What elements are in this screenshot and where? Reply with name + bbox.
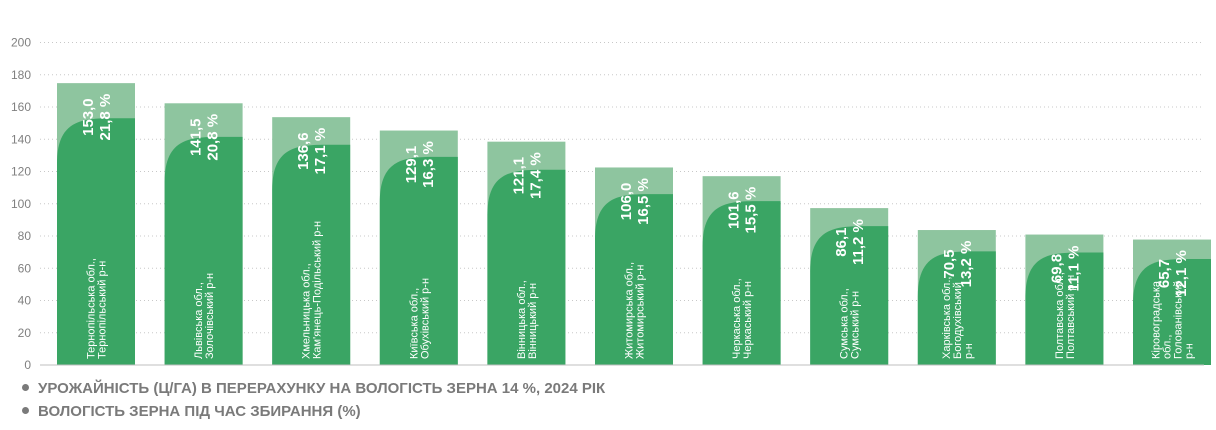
legend-bullet xyxy=(22,383,29,391)
x-category-line: Житомирська обл., xyxy=(624,262,636,359)
yield-bar xyxy=(164,136,243,365)
legend-item-yield: УРОЖАЙНІСТЬ (Ц/ГА) В ПЕРЕРАХУНКУ НА ВОЛО… xyxy=(22,380,605,397)
data-label: 69,811,1 % xyxy=(1048,246,1082,292)
x-category-line: Обухівський р-н xyxy=(419,278,431,359)
x-category-line: Вінницька обл., xyxy=(516,280,528,359)
x-category-line: Тернопільський р-н xyxy=(97,261,109,359)
x-category-line: обл., xyxy=(1162,335,1174,359)
y-tick-label: 20 xyxy=(18,326,32,340)
data-label: 70,513,2 % xyxy=(941,241,975,288)
y-tick-label: 0 xyxy=(24,358,31,372)
legend-label-yield: УРОЖАЙНІСТЬ (Ц/ГА) В ПЕРЕРАХУНКУ НА ВОЛО… xyxy=(38,380,606,397)
legend-item-moisture: ВОЛОГІСТЬ ЗЕРНА ПІД ЧАС ЗБИРАННЯ (%) xyxy=(22,403,361,420)
yield-value-label: 69,8 xyxy=(1048,254,1065,283)
y-tick-label: 80 xyxy=(18,229,32,243)
yield-value-label: 153,0 xyxy=(80,98,97,136)
yield-value-label: 136,6 xyxy=(295,132,312,170)
x-category-label: Тернопільська обл.,Тернопільський р-н xyxy=(86,258,109,359)
yield-value-label: 70,5 xyxy=(941,249,958,278)
y-tick-label: 40 xyxy=(18,294,32,308)
x-category-line: р-н xyxy=(1184,343,1196,359)
x-category-label: Київська обл.,Обухівський р-н xyxy=(408,278,431,359)
x-category-line: Житомирський р-н xyxy=(635,265,647,359)
x-category-line: Золочівський р-н xyxy=(204,273,216,359)
data-label: 106,016,5 % xyxy=(618,178,652,225)
x-category-label: Полтавська обл.,Полтавський р-н xyxy=(1054,272,1077,359)
y-tick-label: 60 xyxy=(18,261,32,275)
yield-value-label: 141,5 xyxy=(188,119,205,157)
moisture-value-label: 21,8 % xyxy=(97,94,114,141)
moisture-value-label: 15,5 % xyxy=(743,187,760,234)
y-tick-label: 200 xyxy=(11,36,31,50)
legend-label-moisture: ВОЛОГІСТЬ ЗЕРНА ПІД ЧАС ЗБИРАННЯ (%) xyxy=(38,403,361,420)
moisture-value-label: 17,1 % xyxy=(312,128,329,175)
yield-value-label: 129,1 xyxy=(403,146,420,184)
y-tick-label: 180 xyxy=(11,68,31,82)
x-category-label: Вінницька обл.,Вінницький р-н xyxy=(516,280,539,359)
moisture-value-label: 11,2 % xyxy=(850,219,867,265)
x-category-line: Сумська обл., xyxy=(839,288,851,359)
bar-chart: 0 20 40 60 80 100 120 140 160 180 200 153,021,8 % Те… xyxy=(11,36,1211,372)
moisture-value-label: 16,3 % xyxy=(420,141,437,188)
x-category-label: Житомирська обл.,Житомирський р-н xyxy=(624,262,647,359)
x-category-label: Черкаська обл.,Черкаський р-н xyxy=(731,278,754,359)
data-label: 101,615,5 % xyxy=(726,187,760,234)
yield-value-label: 65,7 xyxy=(1156,259,1173,288)
x-category-line: Кам'янець-Подільський р-н xyxy=(312,221,324,359)
moisture-value-label: 17,4 % xyxy=(527,152,544,199)
yield-value-label: 106,0 xyxy=(618,183,635,221)
data-label: 129,116,3 % xyxy=(403,141,437,188)
moisture-value-label: 11,1 % xyxy=(1065,246,1082,292)
data-label: 121,117,4 % xyxy=(510,152,544,199)
x-category-line: Черкаська обл., xyxy=(731,278,743,359)
yield-bar xyxy=(487,169,566,365)
y-tick-label: 140 xyxy=(11,132,31,146)
x-category-label: Кіровоградськаобл.,Голованівськийр-н xyxy=(1151,280,1196,359)
y-tick-label: 120 xyxy=(11,165,31,179)
y-tick-label: 100 xyxy=(11,197,31,211)
x-category-line: Львівська обл., xyxy=(193,282,205,359)
x-category-line: р-н xyxy=(963,343,975,359)
x-category-line: Харківська обл., xyxy=(941,277,953,359)
yield-bar xyxy=(702,201,781,365)
x-category-line: Полтавський р-н xyxy=(1065,275,1077,359)
yield-value-label: 121,1 xyxy=(510,157,527,195)
x-category-label: Львівська обл.,Золочівський р-н xyxy=(193,273,216,359)
moisture-value-label: 12,1 % xyxy=(1173,250,1190,297)
y-tick-label: 160 xyxy=(11,100,31,114)
yield-bar xyxy=(379,156,458,365)
yield-bar xyxy=(1025,252,1104,365)
legend-bullet xyxy=(22,406,29,414)
x-category-line: Богодухівський xyxy=(952,282,964,359)
yield-bar xyxy=(272,144,351,365)
yield-bar xyxy=(917,251,996,365)
yield-bar xyxy=(810,226,889,365)
data-label: 65,712,1 % xyxy=(1156,250,1190,297)
x-category-label: Хмельницька обл.,Кам'янець-Подільський р… xyxy=(301,221,324,359)
x-category-line: Кіровоградська xyxy=(1151,280,1163,359)
x-category-line: Полтавська обл., xyxy=(1054,272,1066,359)
x-category-line: Голованівський xyxy=(1173,281,1185,359)
x-category-line: Хмельницька обл., xyxy=(301,263,313,359)
yield-bar xyxy=(57,118,135,365)
x-category-line: Черкаський р-н xyxy=(742,281,754,359)
data-label: 86,111,2 % xyxy=(833,219,867,265)
x-category-line: Київська обл., xyxy=(408,288,420,359)
moisture-value-label: 16,5 % xyxy=(635,178,652,225)
data-label: 153,021,8 % xyxy=(80,94,114,141)
x-category-label: Сумська обл.,Сумський р-н xyxy=(839,288,862,359)
yield-value-label: 101,6 xyxy=(726,191,743,229)
moisture-value-label: 20,8 % xyxy=(205,114,222,161)
data-label: 136,617,1 % xyxy=(295,128,329,175)
moisture-value-label: 13,2 % xyxy=(958,241,975,288)
data-label: 141,520,8 % xyxy=(188,114,222,161)
x-category-line: Вінницький р-н xyxy=(527,283,539,359)
x-category-line: Тернопільська обл., xyxy=(86,258,98,359)
yield-bar xyxy=(595,194,673,365)
x-category-label: Харківська обл.,Богодухівськийр-н xyxy=(941,277,975,359)
yield-bar xyxy=(1133,259,1211,365)
x-category-line: Сумський р-н xyxy=(850,291,862,359)
yield-value-label: 86,1 xyxy=(833,228,850,257)
